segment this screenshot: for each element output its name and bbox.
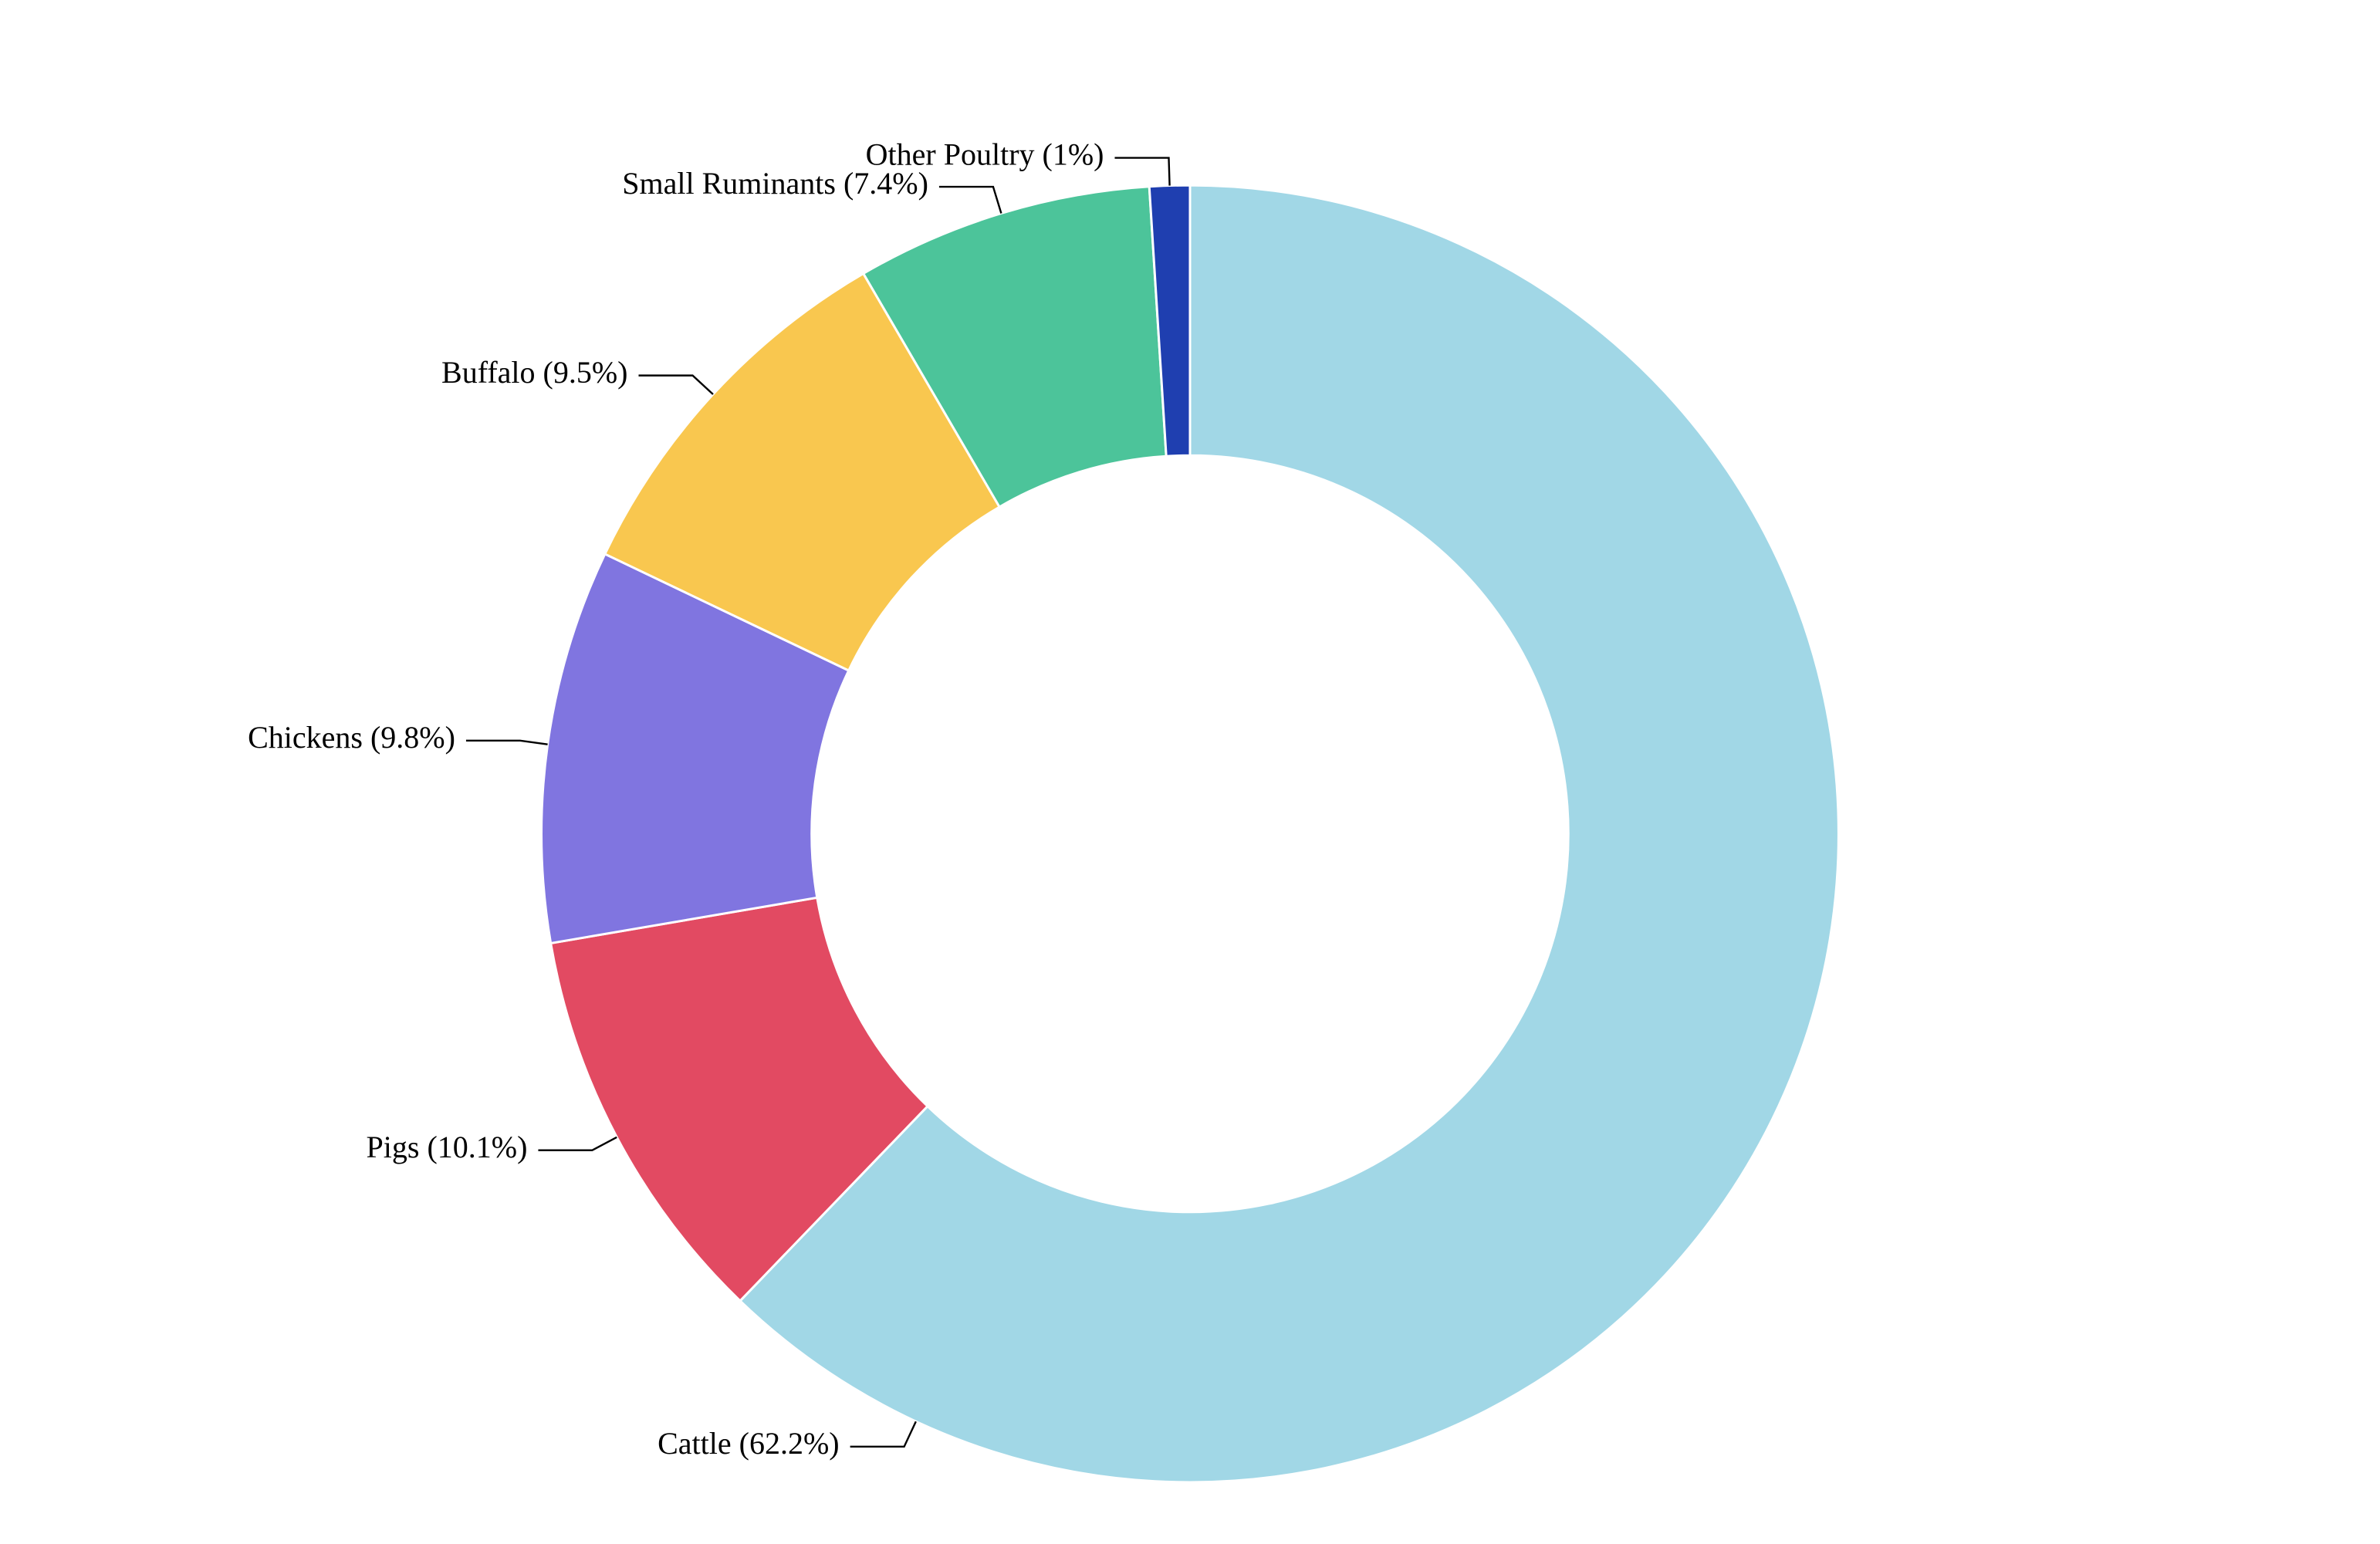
leader-3: [638, 376, 712, 394]
slice-label-0: Cattle (62.2%): [658, 1426, 840, 1461]
donut-chart-svg: Cattle (62.2%) Pigs (10.1%) Chickens (9.8%…: [0, 0, 2380, 1544]
donut-chart: Cattle (62.2%) Pigs (10.1%) Chickens (9.8%…: [0, 0, 2380, 1544]
leader-5: [1114, 158, 1169, 186]
leader-2: [466, 741, 548, 745]
slice-label-2: Chickens (9.8%): [248, 720, 455, 755]
slice-label-5: Other Poultry (1%): [866, 137, 1104, 172]
slice-label-3: Buffalo (9.5%): [441, 355, 627, 390]
donut-slices: [542, 185, 1839, 1482]
slice-label-1: Pigs (10.1%): [367, 1130, 528, 1164]
leader-0: [850, 1421, 916, 1447]
leader-4: [939, 187, 1001, 213]
leader-1: [538, 1137, 617, 1150]
